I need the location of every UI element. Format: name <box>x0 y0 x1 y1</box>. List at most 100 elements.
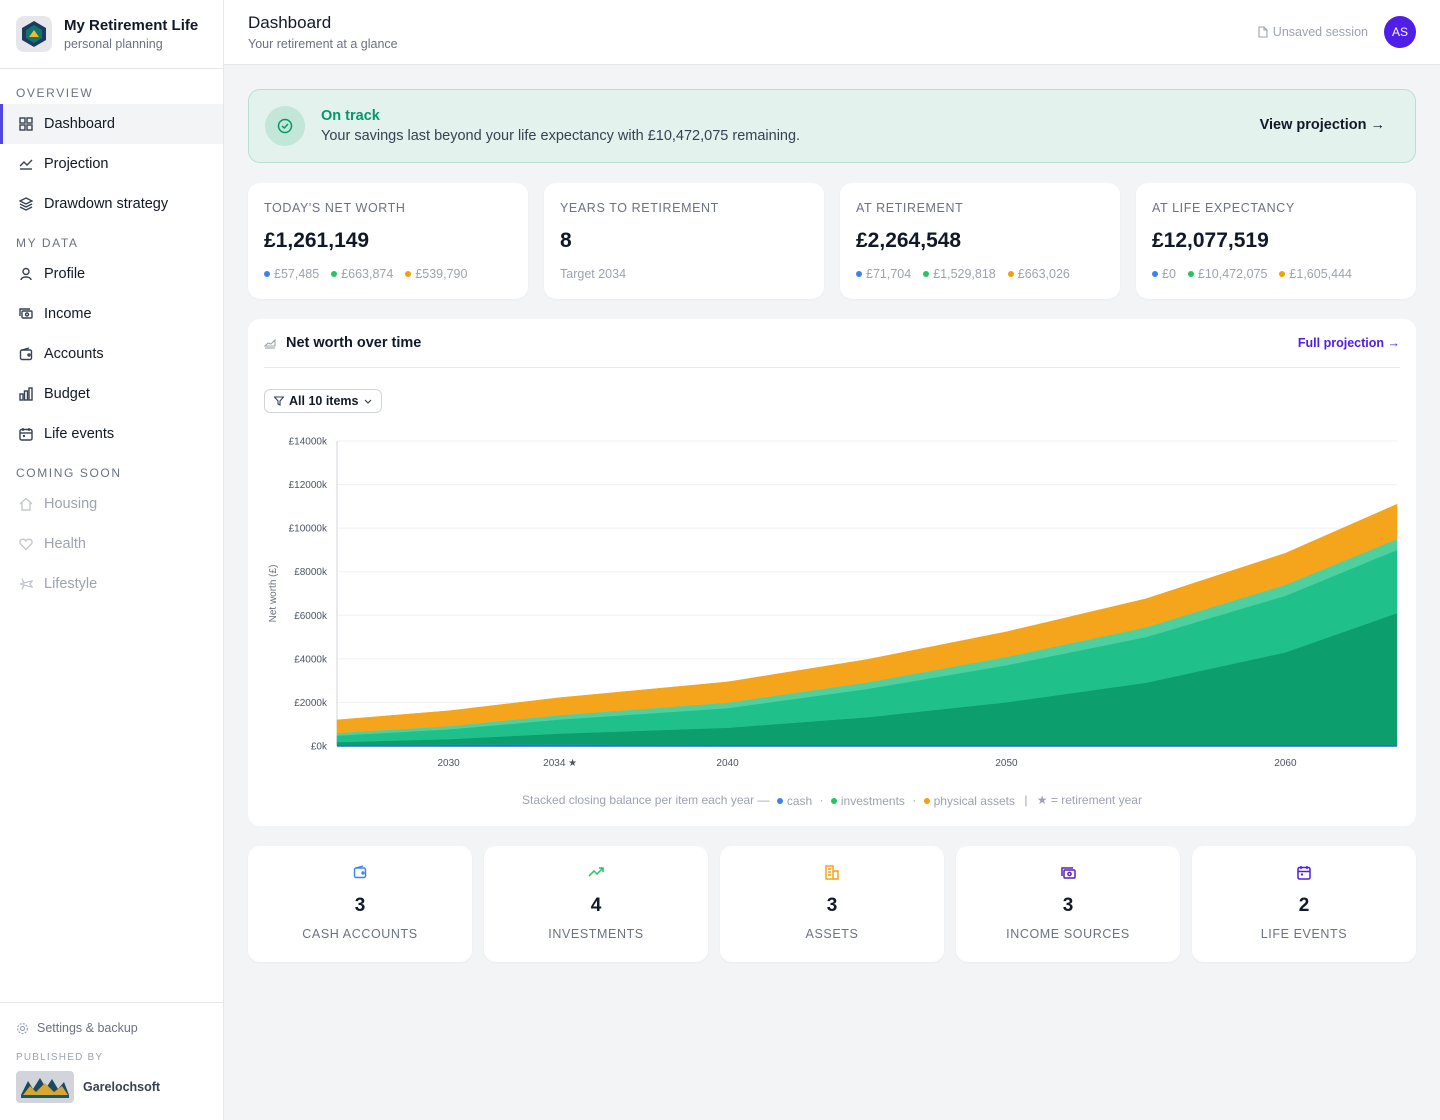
cash-value: £57,485 <box>274 267 320 281</box>
y-tick-label: £6000k <box>294 611 328 622</box>
page-title: Dashboard <box>248 13 332 32</box>
sidebar: My Retirement Life personal planning OVE… <box>0 0 224 1120</box>
sidebar-item-life-events[interactable]: Life events <box>0 414 223 454</box>
y-tick-label: £2000k <box>294 698 328 709</box>
app-subtitle: personal planning <box>64 37 163 51</box>
publisher-name: Garelochsoft <box>83 1080 161 1094</box>
user-icon <box>18 266 34 282</box>
physical-assets-value: £1,605,444 <box>1289 267 1352 281</box>
chart-caption: Stacked closing balance per item each ye… <box>248 793 1416 808</box>
calendar-icon <box>1297 864 1311 880</box>
sidebar-item-budget[interactable]: Budget <box>0 374 223 414</box>
investments-dot <box>830 798 837 804</box>
session-status: Unsaved session <box>1258 25 1368 39</box>
count-card-life-events[interactable]: 2 LIFE EVENTS <box>1192 846 1416 962</box>
sidebar-item-income[interactable]: Income <box>0 294 223 334</box>
caption-cash: cash <box>786 794 813 808</box>
sidebar-item-housing: Housing <box>0 484 223 524</box>
view-projection-button[interactable]: View projection → <box>1259 117 1385 133</box>
stat-label: AT LIFE EXPECTANCY <box>1152 201 1295 215</box>
cash-value: £71,704 <box>866 267 912 281</box>
caption-separator: · <box>912 793 917 807</box>
count-label: INCOME SOURCES <box>1006 927 1130 941</box>
sidebar-item-accounts[interactable]: Accounts <box>0 334 223 374</box>
line-chart-icon <box>18 156 34 172</box>
physical-assets-value: £539,790 <box>415 267 468 281</box>
sidebar-item-label: Income <box>44 306 92 322</box>
page-subtitle: Your retirement at a glance <box>248 37 398 51</box>
sidebar-item-health: Health <box>0 524 223 564</box>
physical-assets-dot <box>1279 271 1286 277</box>
x-tick-label: 2040 <box>716 758 739 769</box>
sidebar-item-label: Life events <box>44 426 115 442</box>
physical-assets-dot <box>1007 271 1014 277</box>
stat-note: Target 2034 <box>560 267 627 281</box>
y-tick-label: £0k <box>311 742 328 753</box>
series-area-physical-assets-4 <box>336 503 1398 734</box>
investments-dot <box>331 271 338 277</box>
heart-icon <box>18 536 34 552</box>
sidebar-footer: Settings & backup PUBLISHED BY Garelochs… <box>0 1002 223 1120</box>
chart-header: Net worth over time Full projection → <box>264 319 1400 368</box>
cash-dot <box>264 271 270 277</box>
caption-prefix: Stacked closing balance per item each ye… <box>522 793 770 807</box>
net-worth-chart: £0k £2000k £4000k £6000k £8000k £10000k £12000… <box>268 437 1398 769</box>
investments-dot <box>1187 271 1194 277</box>
physical-assets-value: £663,026 <box>1017 267 1070 281</box>
net-worth-chart-card: Net worth over time Full projection → Al… <box>248 319 1416 826</box>
avatar[interactable]: AS <box>1384 16 1416 48</box>
published-by-label: PUBLISHED BY <box>16 1052 104 1063</box>
count-card-cash-accounts[interactable]: 3 CASH ACCOUNTS <box>248 846 472 962</box>
publisher-logo <box>16 1071 74 1103</box>
settings-label: Settings & backup <box>37 1021 138 1035</box>
building-icon <box>825 864 839 880</box>
sidebar-item-label: Housing <box>44 496 98 512</box>
count-row: 3 CASH ACCOUNTS 4 INVESTMENTS 3 ASSETS 3… <box>248 846 1416 962</box>
session-label: Unsaved session <box>1272 25 1368 39</box>
sidebar-item-projection[interactable]: Projection <box>0 144 223 184</box>
main-content: On track Your savings last beyond your l… <box>248 89 1416 962</box>
home-icon <box>18 496 34 512</box>
stat-breakdown: £71,704 £1,529,818 £663,026 <box>856 267 1104 281</box>
grid-icon <box>18 116 34 132</box>
physical-assets-dot <box>923 798 930 804</box>
banknote-icon <box>18 306 34 322</box>
count-card-income-sources[interactable]: 3 INCOME SOURCES <box>956 846 1180 962</box>
sidebar-item-profile[interactable]: Profile <box>0 254 223 294</box>
stat-card-net-worth: TODAY'S NET WORTH £1,261,149 £57,485 £66… <box>248 183 528 299</box>
y-tick-label: £12000k <box>289 480 328 491</box>
publisher[interactable]: Garelochsoft <box>16 1071 207 1103</box>
stat-card-years-to-retirement: YEARS TO RETIREMENT 8 Target 2034 <box>544 183 824 299</box>
settings-link[interactable]: Settings & backup <box>16 1021 207 1035</box>
section-label-overview: OVERVIEW <box>16 86 94 100</box>
investments-value: £1,529,818 <box>933 267 996 281</box>
count-value: 3 <box>826 895 838 916</box>
caption-physical-assets: physical assets <box>933 794 1015 808</box>
y-tick-label: £8000k <box>294 567 328 578</box>
full-projection-link[interactable]: Full projection → <box>1297 336 1400 350</box>
sidebar-item-label: Accounts <box>44 346 104 362</box>
sidebar-item-label: Health <box>44 536 86 552</box>
sidebar-item-dashboard[interactable]: Dashboard <box>0 104 223 144</box>
count-label: INVESTMENTS <box>548 927 644 941</box>
sidebar-item-label: Profile <box>44 266 86 282</box>
bar-chart-icon <box>18 386 34 402</box>
cash-dot <box>856 271 862 277</box>
count-value: 3 <box>1062 895 1074 916</box>
stat-value: £2,264,548 <box>856 229 962 252</box>
count-card-assets[interactable]: 3 ASSETS <box>720 846 944 962</box>
item-filter-dropdown[interactable]: All 10 items <box>264 389 383 413</box>
banner-title: On track <box>321 108 380 124</box>
caption-separator: · <box>819 793 824 807</box>
plane-icon <box>18 576 34 592</box>
banner-message: Your savings last beyond your life expec… <box>321 128 801 144</box>
stat-value: £1,261,149 <box>264 229 370 252</box>
cash-dot <box>1152 271 1158 277</box>
count-card-investments[interactable]: 4 INVESTMENTS <box>484 846 708 962</box>
stat-value: £12,077,519 <box>1152 229 1269 252</box>
count-value: 4 <box>590 895 602 916</box>
brand[interactable]: My Retirement Life personal planning <box>0 0 223 69</box>
banknote-icon <box>1060 864 1076 880</box>
app-title: My Retirement Life <box>64 17 199 34</box>
sidebar-item-drawdown-strategy[interactable]: Drawdown strategy <box>0 184 223 224</box>
